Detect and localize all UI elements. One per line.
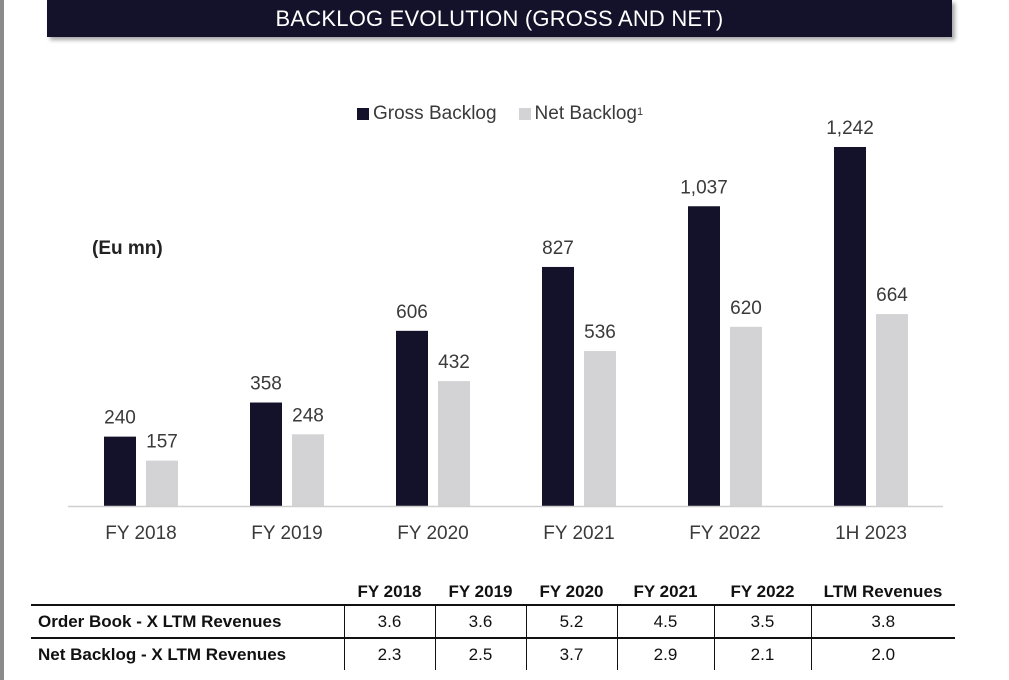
table-header-row: FY 2018 FY 2019 FY 2020 FY 2021 FY 2022 … [31,580,955,605]
table-cell: 2.9 [616,637,714,670]
legend-label-net: Net Backlog [534,103,637,124]
backlog-ratio-table: FY 2018 FY 2019 FY 2020 FY 2021 FY 2022 … [31,580,955,670]
bar-net [146,460,178,506]
legend-swatch-net [518,108,531,120]
bar-gross [688,206,720,506]
table-cell: 3.5 [713,604,811,638]
x-tick-label: FY 2018 [105,523,176,544]
table-row: Order Book - X LTM Revenues 3.6 3.6 5.2 … [31,604,955,638]
bar-net [730,326,762,506]
x-tick-label: FY 2019 [251,523,322,544]
chart-legend: Gross Backlog Net Backlog 1 [357,103,665,125]
data-label-net: 157 [146,432,178,453]
table-row-label: Order Book - X LTM Revenues [31,604,344,638]
left-edge-border [0,0,4,680]
x-tick-label: 1H 2023 [835,523,907,544]
data-label-net: 248 [292,405,324,426]
table-col-header: FY 2022 [730,582,795,601]
table-row-label: Net Backlog - X LTM Revenues [31,637,344,670]
data-label-net: 536 [584,322,616,343]
bar-net [292,434,324,506]
data-label-net: 664 [876,285,908,306]
x-tick-label: FY 2020 [397,523,468,544]
table-col-header: LTM Revenues [823,582,943,601]
page-title: BACKLOG EVOLUTION (GROSS AND NET) [47,0,952,37]
backlog-bar-chart: 240 157 FY 2018 358 248 FY 2019 606 432 FY 2020 8… [68,118,943,544]
table-cell: 2.0 [810,637,955,670]
table-col-header: FY 2021 [633,582,698,601]
bar-net [438,381,470,506]
table-cell: 3.7 [525,637,617,670]
bar-net [584,351,616,506]
table-cell: 5.2 [525,604,617,638]
x-tick-label: FY 2021 [543,523,614,544]
table-col-header: FY 2018 [357,582,422,601]
data-label-net: 620 [730,298,762,319]
data-label-gross: 1,242 [826,118,874,139]
data-label-gross: 358 [250,374,282,395]
legend-swatch-gross [357,108,369,120]
table-cell: 2.1 [713,637,811,670]
table-cell: 2.5 [434,637,526,670]
data-label-gross: 827 [542,238,574,259]
data-label-gross: 606 [396,302,428,323]
table-col-header: FY 2019 [448,582,513,601]
table-cell: 3.8 [810,604,955,638]
bar-net [876,314,908,506]
legend-item-gross: Gross Backlog [357,103,497,125]
data-label-gross: 240 [104,408,136,429]
table-cell: 3.6 [343,604,435,638]
legend-footnote-marker: 1 [637,106,644,118]
table-corner-cell [31,580,344,605]
data-label-net: 432 [438,352,470,373]
bar-gross [104,436,136,506]
table-cell: 4.5 [616,604,714,638]
bar-gross [396,330,428,506]
table-col-header: FY 2020 [539,582,604,601]
bar-gross [834,147,866,506]
legend-label-gross: Gross Backlog [373,103,497,124]
legend-item-net: Net Backlog 1 [518,103,644,125]
table-cell: 3.6 [434,604,526,638]
bar-gross [250,402,282,506]
table-row: Net Backlog - X LTM Revenues 2.3 2.5 3.7… [31,637,955,670]
x-tick-label: FY 2022 [689,523,760,544]
bar-gross [542,266,574,506]
table-cell: 2.3 [343,637,435,670]
data-label-gross: 1,037 [680,177,728,198]
unit-label: (Eu mn) [92,238,163,259]
